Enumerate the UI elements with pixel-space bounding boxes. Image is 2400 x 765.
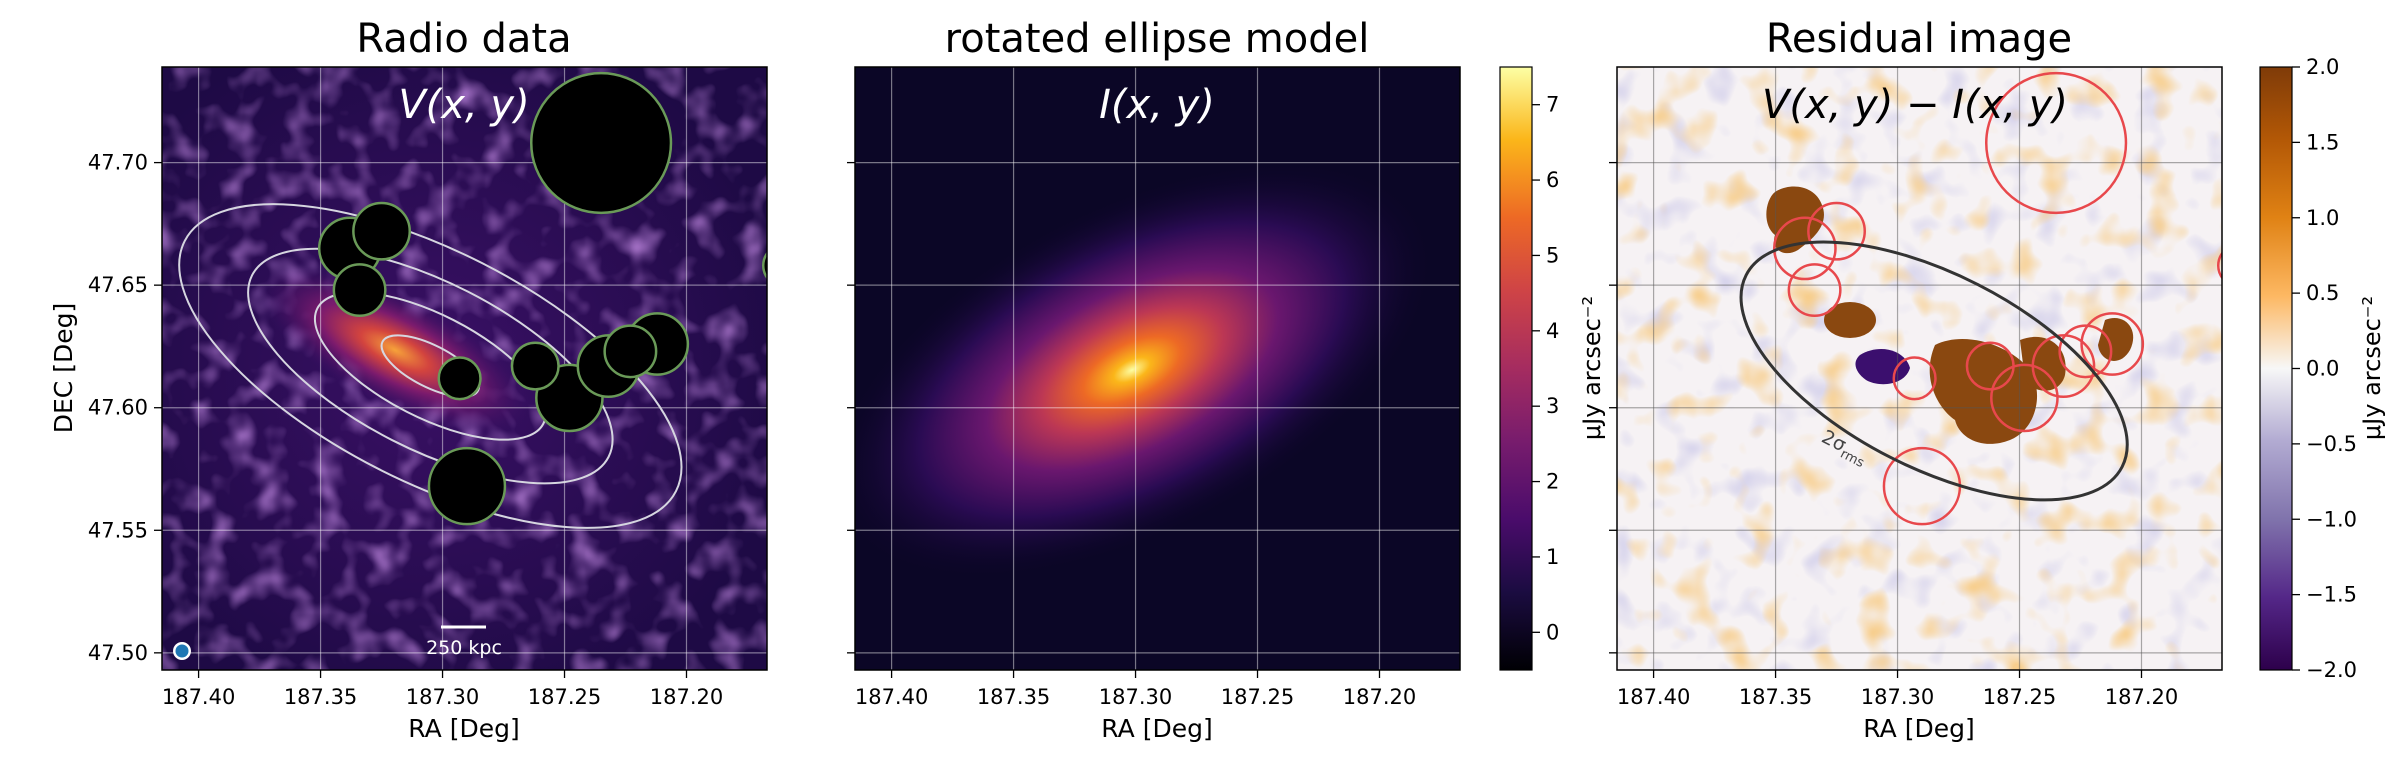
mask-circle-residual — [2080, 312, 2145, 376]
mask-circle-residual — [2031, 334, 2096, 398]
mask-circle-residual — [2058, 324, 2113, 379]
contour-ellipse — [247, 247, 614, 485]
sigma-ellipse-path — [1739, 240, 2129, 502]
colorbar-tick-label: 1 — [1546, 545, 1559, 569]
beam-ellipse — [175, 644, 189, 658]
mask-circle — [437, 356, 482, 401]
axes-frame-left — [161, 66, 768, 671]
x-tick-label: 187.40 — [855, 685, 928, 709]
mask-circle-residual — [1892, 356, 1937, 401]
mask-circle — [510, 341, 560, 391]
colorbar-tick-label: 0 — [1546, 620, 1559, 644]
panel-radio-data: 250 kpc Radio data V(x, y) 187.40 187.35 1… — [49, 16, 768, 743]
mask-circle — [427, 446, 507, 526]
axes-left: 187.40 187.35 187.30 187.25 187.20 47.50 47.55… — [88, 151, 723, 709]
contour-ellipse — [313, 291, 547, 441]
colorbar-tick-label: 0.0 — [2306, 357, 2339, 381]
mask-circle-residual — [2216, 251, 2222, 280]
y-tick-label: 47.55 — [88, 518, 148, 542]
annotation-i: I(x, y) — [1099, 82, 1215, 128]
colorbar-tick-label: −1.5 — [2306, 583, 2357, 607]
colorbar-tick-label: 0.5 — [2306, 281, 2339, 305]
mask-circle-residual — [1772, 216, 1837, 281]
x-tick-label: 187.25 — [1983, 685, 2056, 709]
x-tick-label: 187.20 — [650, 685, 723, 709]
x-tick-label: 187.35 — [284, 685, 357, 709]
contour-ellipse — [380, 334, 481, 398]
panel-residual: 2σrms Residual image V(x, y) − I(x, y) 1… — [1609, 16, 2386, 743]
mask-circle-residual — [1990, 363, 2059, 433]
sigma-ellipse — [1739, 240, 2129, 502]
xlabel-middle: RA [Deg] — [1101, 714, 1212, 743]
mask-circle — [530, 71, 673, 215]
mask-circle — [603, 324, 658, 379]
grid-right — [1617, 67, 2222, 670]
x-tick-label: 187.20 — [2105, 685, 2178, 709]
colorbar-tick-label: 6 — [1546, 168, 1559, 192]
contour-ellipse — [178, 203, 683, 529]
annotation-v: V(x, y) — [398, 82, 529, 128]
axes-frame-right — [1616, 66, 2223, 671]
mask-circle — [761, 251, 767, 280]
x-tick-label: 187.25 — [528, 685, 601, 709]
title-residual: Residual image — [1766, 16, 2072, 62]
axes-right: 187.40 187.35 187.30 187.25 187.20 — [1609, 161, 2178, 709]
y-tick-label: 47.70 — [88, 151, 148, 175]
residual-masks — [1772, 71, 2222, 526]
xlabel-left: RA [Deg] — [408, 714, 519, 743]
title-model: rotated ellipse model — [945, 16, 1370, 62]
colorbar-residual-label: μJy arcsec⁻² — [2358, 296, 2386, 440]
colorbar-model — [1499, 66, 1533, 671]
mask-circle — [332, 263, 387, 318]
source-masks — [317, 71, 767, 526]
colorbar-model-ticks: 0 1 2 3 4 5 6 7 — [1532, 93, 1559, 644]
colorbar-tick-label: 5 — [1546, 243, 1559, 267]
mask-circle-residual — [1807, 201, 1866, 261]
mask-circle-residual — [1787, 263, 1842, 318]
y-tick-label: 47.65 — [88, 273, 148, 297]
x-tick-label: 187.30 — [1099, 685, 1172, 709]
x-tick-label: 187.35 — [1739, 685, 1812, 709]
colorbar-tick-label: 2.0 — [2306, 55, 2339, 79]
colorbar-tick-label: −2.0 — [2306, 658, 2357, 682]
mask-circle — [352, 201, 411, 261]
colorbar-tick-label: 1.5 — [2306, 130, 2339, 154]
x-tick-label: 187.30 — [406, 685, 479, 709]
x-tick-label: 187.25 — [1221, 685, 1294, 709]
colorbar-model-label: μJy arcsec⁻² — [1578, 296, 1606, 440]
axes-middle: 187.40 187.35 187.30 187.25 187.20 — [847, 161, 1416, 709]
mask-circle-residual — [1985, 71, 2128, 215]
x-tick-label: 187.20 — [1343, 685, 1416, 709]
colorbar-tick-label: 4 — [1546, 319, 1559, 343]
colorbar-tick-label: 3 — [1546, 394, 1559, 418]
axes-frame-middle — [854, 66, 1461, 671]
colorbar-tick-label: 2 — [1546, 470, 1559, 494]
panel-model: rotated ellipse model I(x, y) 187.40 187.… — [847, 16, 1606, 743]
y-tick-label: 47.60 — [88, 396, 148, 420]
x-tick-label: 187.35 — [977, 685, 1050, 709]
colorbar-tick-label: −0.5 — [2306, 432, 2357, 456]
ylabel-left: DEC [Deg] — [49, 303, 78, 433]
colorbar-tick-label: −1.0 — [2306, 507, 2357, 531]
colorbar-tick-label: 7 — [1546, 93, 1559, 117]
xlabel-right: RA [Deg] — [1863, 714, 1974, 743]
residual-positive-blobs — [1766, 186, 2134, 444]
grid-middle — [855, 67, 1460, 670]
scale-bar-label: 250 kpc — [426, 637, 502, 659]
colorbar-tick-label: 1.0 — [2306, 206, 2339, 230]
x-tick-label: 187.40 — [162, 685, 235, 709]
colorbar-residual — [2259, 66, 2293, 671]
model-contours — [178, 203, 683, 529]
mask-circle-residual — [1965, 341, 2015, 391]
y-tick-label: 47.50 — [88, 641, 148, 665]
x-tick-label: 187.40 — [1617, 685, 1690, 709]
colorbar-residual-ticks: −2.0 −1.5 −1.0 −0.5 0.0 0.5 1.0 1.5 2.0 — [2292, 55, 2357, 682]
model-ellipse — [855, 160, 1436, 580]
annotation-residual: V(x, y) − I(x, y) — [1762, 82, 2068, 128]
title-radio-data: Radio data — [356, 16, 571, 62]
residual-negative-blobs — [1855, 349, 1910, 385]
x-tick-label: 187.30 — [1861, 685, 1934, 709]
